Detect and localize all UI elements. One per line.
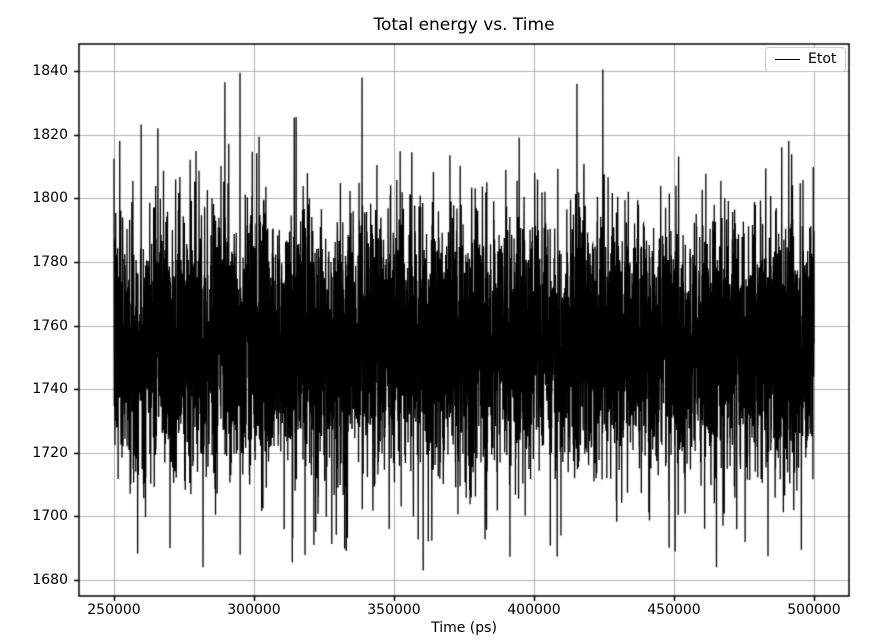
x-tick-label: 300000	[227, 602, 281, 618]
y-tick-label: 1800	[32, 190, 68, 207]
y-tick-label: 1820	[32, 126, 68, 143]
x-tick-label: 250000	[87, 602, 141, 618]
y-tick-label: 1700	[32, 508, 68, 525]
y-tick-label: 1760	[32, 317, 68, 334]
legend-label: Etot	[808, 51, 837, 67]
x-tick-label: 450000	[647, 602, 701, 618]
legend-line-sample-icon	[775, 58, 800, 60]
x-tick-label: 500000	[787, 602, 841, 618]
legend: Etot	[765, 47, 847, 72]
x-axis-label: Time (ps)	[431, 620, 497, 636]
chart-title: Total energy vs. Time	[373, 15, 555, 35]
y-tick-label: 1740	[32, 381, 68, 398]
y-tick-label: 1840	[32, 63, 68, 80]
y-tick-label: 1720	[32, 444, 68, 461]
y-tick-label: 1780	[32, 253, 68, 270]
x-tick-label: 400000	[507, 602, 561, 618]
y-tick-label: 1680	[32, 572, 68, 589]
x-tick-label: 350000	[367, 602, 421, 618]
